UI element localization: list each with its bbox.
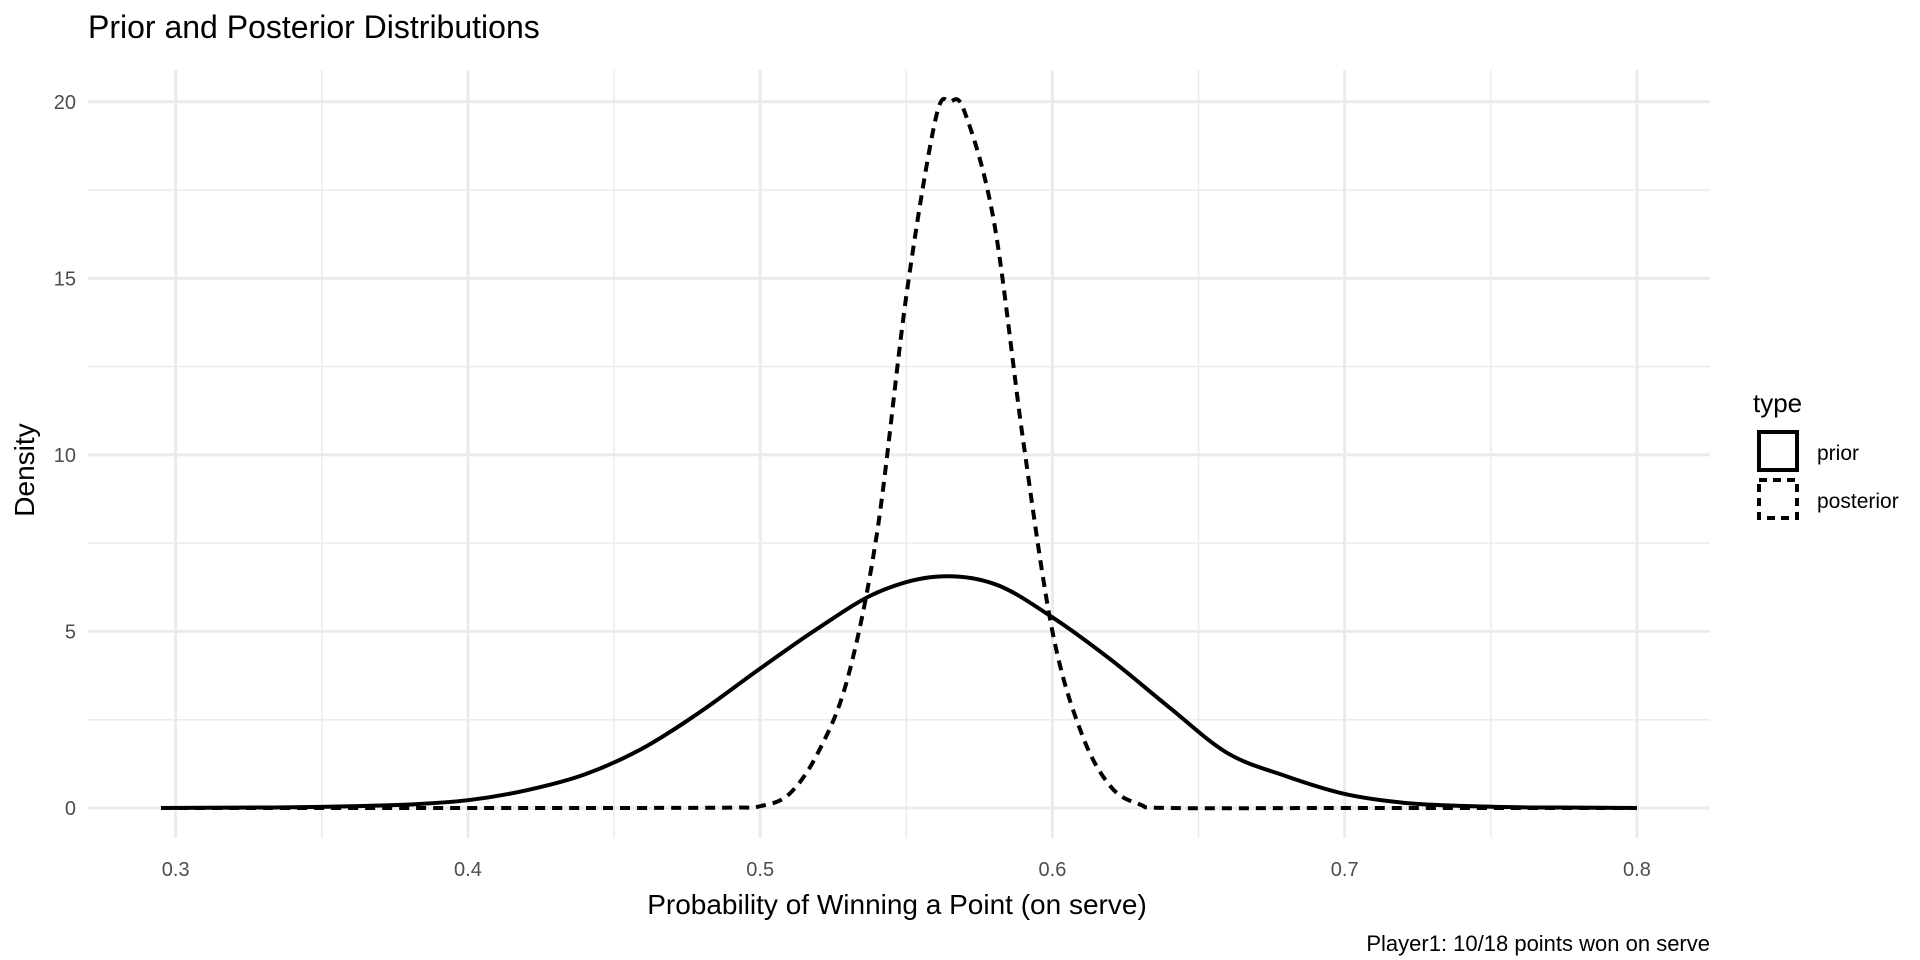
y-tick-label: 0 (65, 798, 76, 820)
series-layer (161, 96, 1637, 811)
legend-label-posterior: posterior (1817, 490, 1899, 513)
legend: type prior posterior (1753, 388, 1899, 520)
plot-grid (88, 70, 1710, 838)
x-axis-title: Probability of Winning a Point (on serve… (647, 889, 1147, 920)
x-tick-label: 0.3 (162, 859, 190, 881)
legend-key-prior (1757, 430, 1799, 472)
y-tick-label: 15 (54, 268, 76, 290)
chart-title: Prior and Posterior Distributions (88, 9, 540, 45)
x-tick-label: 0.5 (746, 859, 774, 881)
x-tick-label: 0.8 (1623, 859, 1651, 881)
y-axis-ticks: 0 5 10 15 20 (54, 92, 76, 820)
x-tick-label: 0.4 (454, 859, 482, 881)
series-line-prior (161, 574, 1637, 810)
legend-label-prior: prior (1817, 442, 1859, 465)
legend-key-posterior (1757, 478, 1799, 520)
x-tick-label: 0.6 (1039, 859, 1067, 881)
y-tick-label: 10 (54, 445, 76, 467)
y-tick-label: 5 (65, 621, 76, 643)
series-line-posterior (161, 96, 1637, 811)
y-axis-title: Density (9, 423, 40, 516)
x-axis-ticks: 0.3 0.4 0.5 0.6 0.7 0.8 (162, 859, 1651, 881)
chart-caption: Player1: 10/18 points won on serve (1366, 931, 1710, 956)
x-tick-label: 0.7 (1331, 859, 1359, 881)
y-tick-label: 20 (54, 92, 76, 114)
legend-title: type (1753, 388, 1802, 418)
